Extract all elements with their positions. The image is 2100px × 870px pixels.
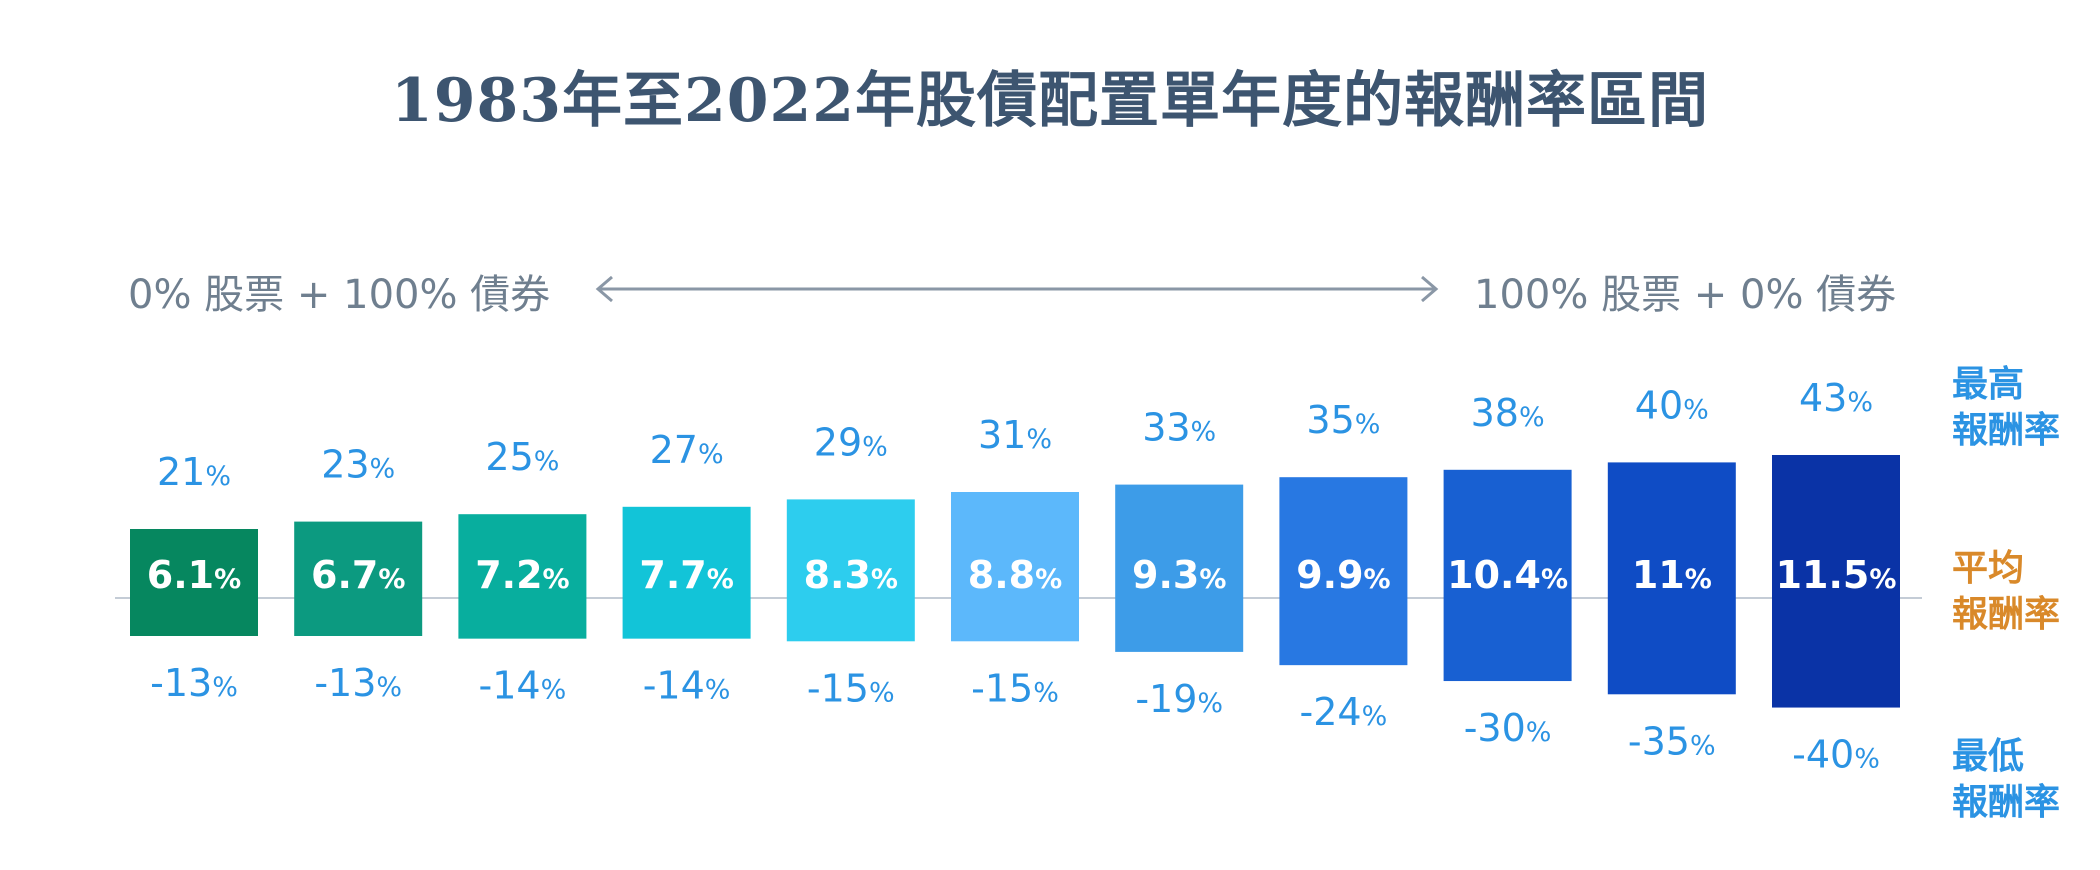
range-bar bbox=[1443, 469, 1572, 682]
legend-max-return: 最高 報酬率 bbox=[1952, 362, 2060, 454]
range-label-right: 100% 股票 + 0% 債券 bbox=[1474, 272, 1897, 318]
min-value-label: -19% bbox=[1135, 677, 1223, 721]
range-bar bbox=[130, 529, 258, 636]
legend-avg-line1: 平均 bbox=[1952, 548, 2025, 589]
max-value-label: 27% bbox=[650, 428, 724, 472]
range-bar bbox=[786, 499, 915, 642]
max-value-label: 43% bbox=[1799, 376, 1873, 420]
range-arrow-left-icon bbox=[595, 275, 613, 303]
legend-max-line1: 最高 bbox=[1952, 364, 2025, 405]
min-value-label: -24% bbox=[1300, 690, 1388, 734]
bars-group: 21% 6.1% -13% 23% 6.7% -13% 25% 7.2% -14% 27% 7.7%… bbox=[130, 376, 1900, 777]
avg-value-label: 8.3% bbox=[804, 553, 898, 597]
avg-value-label: 8.8% bbox=[968, 553, 1062, 597]
legend-avg-return: 平均 報酬率 bbox=[1952, 546, 2060, 638]
legend-avg-line2: 報酬率 bbox=[1952, 594, 2061, 635]
legend-min-line1: 最低 bbox=[1952, 736, 2025, 777]
legend-min-line2: 報酬率 bbox=[1952, 782, 2061, 823]
min-value-label: -13% bbox=[314, 661, 402, 705]
range-label-left: 0% 股票 + 100% 債券 bbox=[128, 272, 551, 318]
min-value-label: -40% bbox=[1792, 733, 1880, 777]
range-bar bbox=[622, 506, 751, 639]
range-bar bbox=[294, 521, 423, 636]
min-value-label: -15% bbox=[807, 666, 895, 710]
max-value-label: 29% bbox=[814, 420, 888, 464]
avg-value-label: 7.7% bbox=[639, 553, 733, 597]
max-value-label: 25% bbox=[485, 435, 559, 479]
avg-value-label: 10.4% bbox=[1447, 553, 1568, 597]
max-value-label: 40% bbox=[1635, 383, 1709, 427]
range-bar bbox=[1115, 484, 1244, 652]
min-value-label: -14% bbox=[643, 664, 731, 708]
avg-value-label: 9.3% bbox=[1132, 553, 1226, 597]
avg-value-label: 7.2% bbox=[475, 553, 569, 597]
max-value-label: 35% bbox=[1306, 398, 1380, 442]
min-value-label: -14% bbox=[479, 664, 567, 708]
avg-value-label: 6.7% bbox=[311, 553, 405, 597]
avg-value-label: 11.5% bbox=[1776, 553, 1897, 597]
min-value-label: -15% bbox=[971, 666, 1059, 710]
range-bar bbox=[1607, 462, 1736, 695]
range-bar bbox=[1279, 477, 1408, 666]
max-value-label: 38% bbox=[1471, 391, 1545, 435]
range-arrow-right-icon bbox=[1421, 275, 1439, 303]
chart-title: 1983年至2022年股債配置單年度的報酬率區間 bbox=[391, 66, 1709, 136]
legend-min-return: 最低 報酬率 bbox=[1952, 734, 2060, 826]
max-value-label: 31% bbox=[978, 413, 1052, 457]
avg-value-label: 6.1% bbox=[147, 553, 241, 597]
min-value-label: -30% bbox=[1464, 706, 1552, 750]
legend-max-line2: 報酬率 bbox=[1952, 410, 2061, 451]
min-value-label: -13% bbox=[150, 661, 238, 705]
avg-value-label: 11% bbox=[1632, 553, 1712, 597]
min-value-label: -35% bbox=[1628, 719, 1716, 763]
max-value-label: 21% bbox=[157, 450, 231, 494]
range-bar bbox=[458, 514, 587, 639]
range-bar bbox=[1772, 455, 1900, 708]
range-bar bbox=[951, 492, 1079, 642]
max-value-label: 33% bbox=[1142, 406, 1216, 450]
avg-value-label: 9.9% bbox=[1296, 553, 1390, 597]
max-value-label: 23% bbox=[321, 443, 395, 487]
